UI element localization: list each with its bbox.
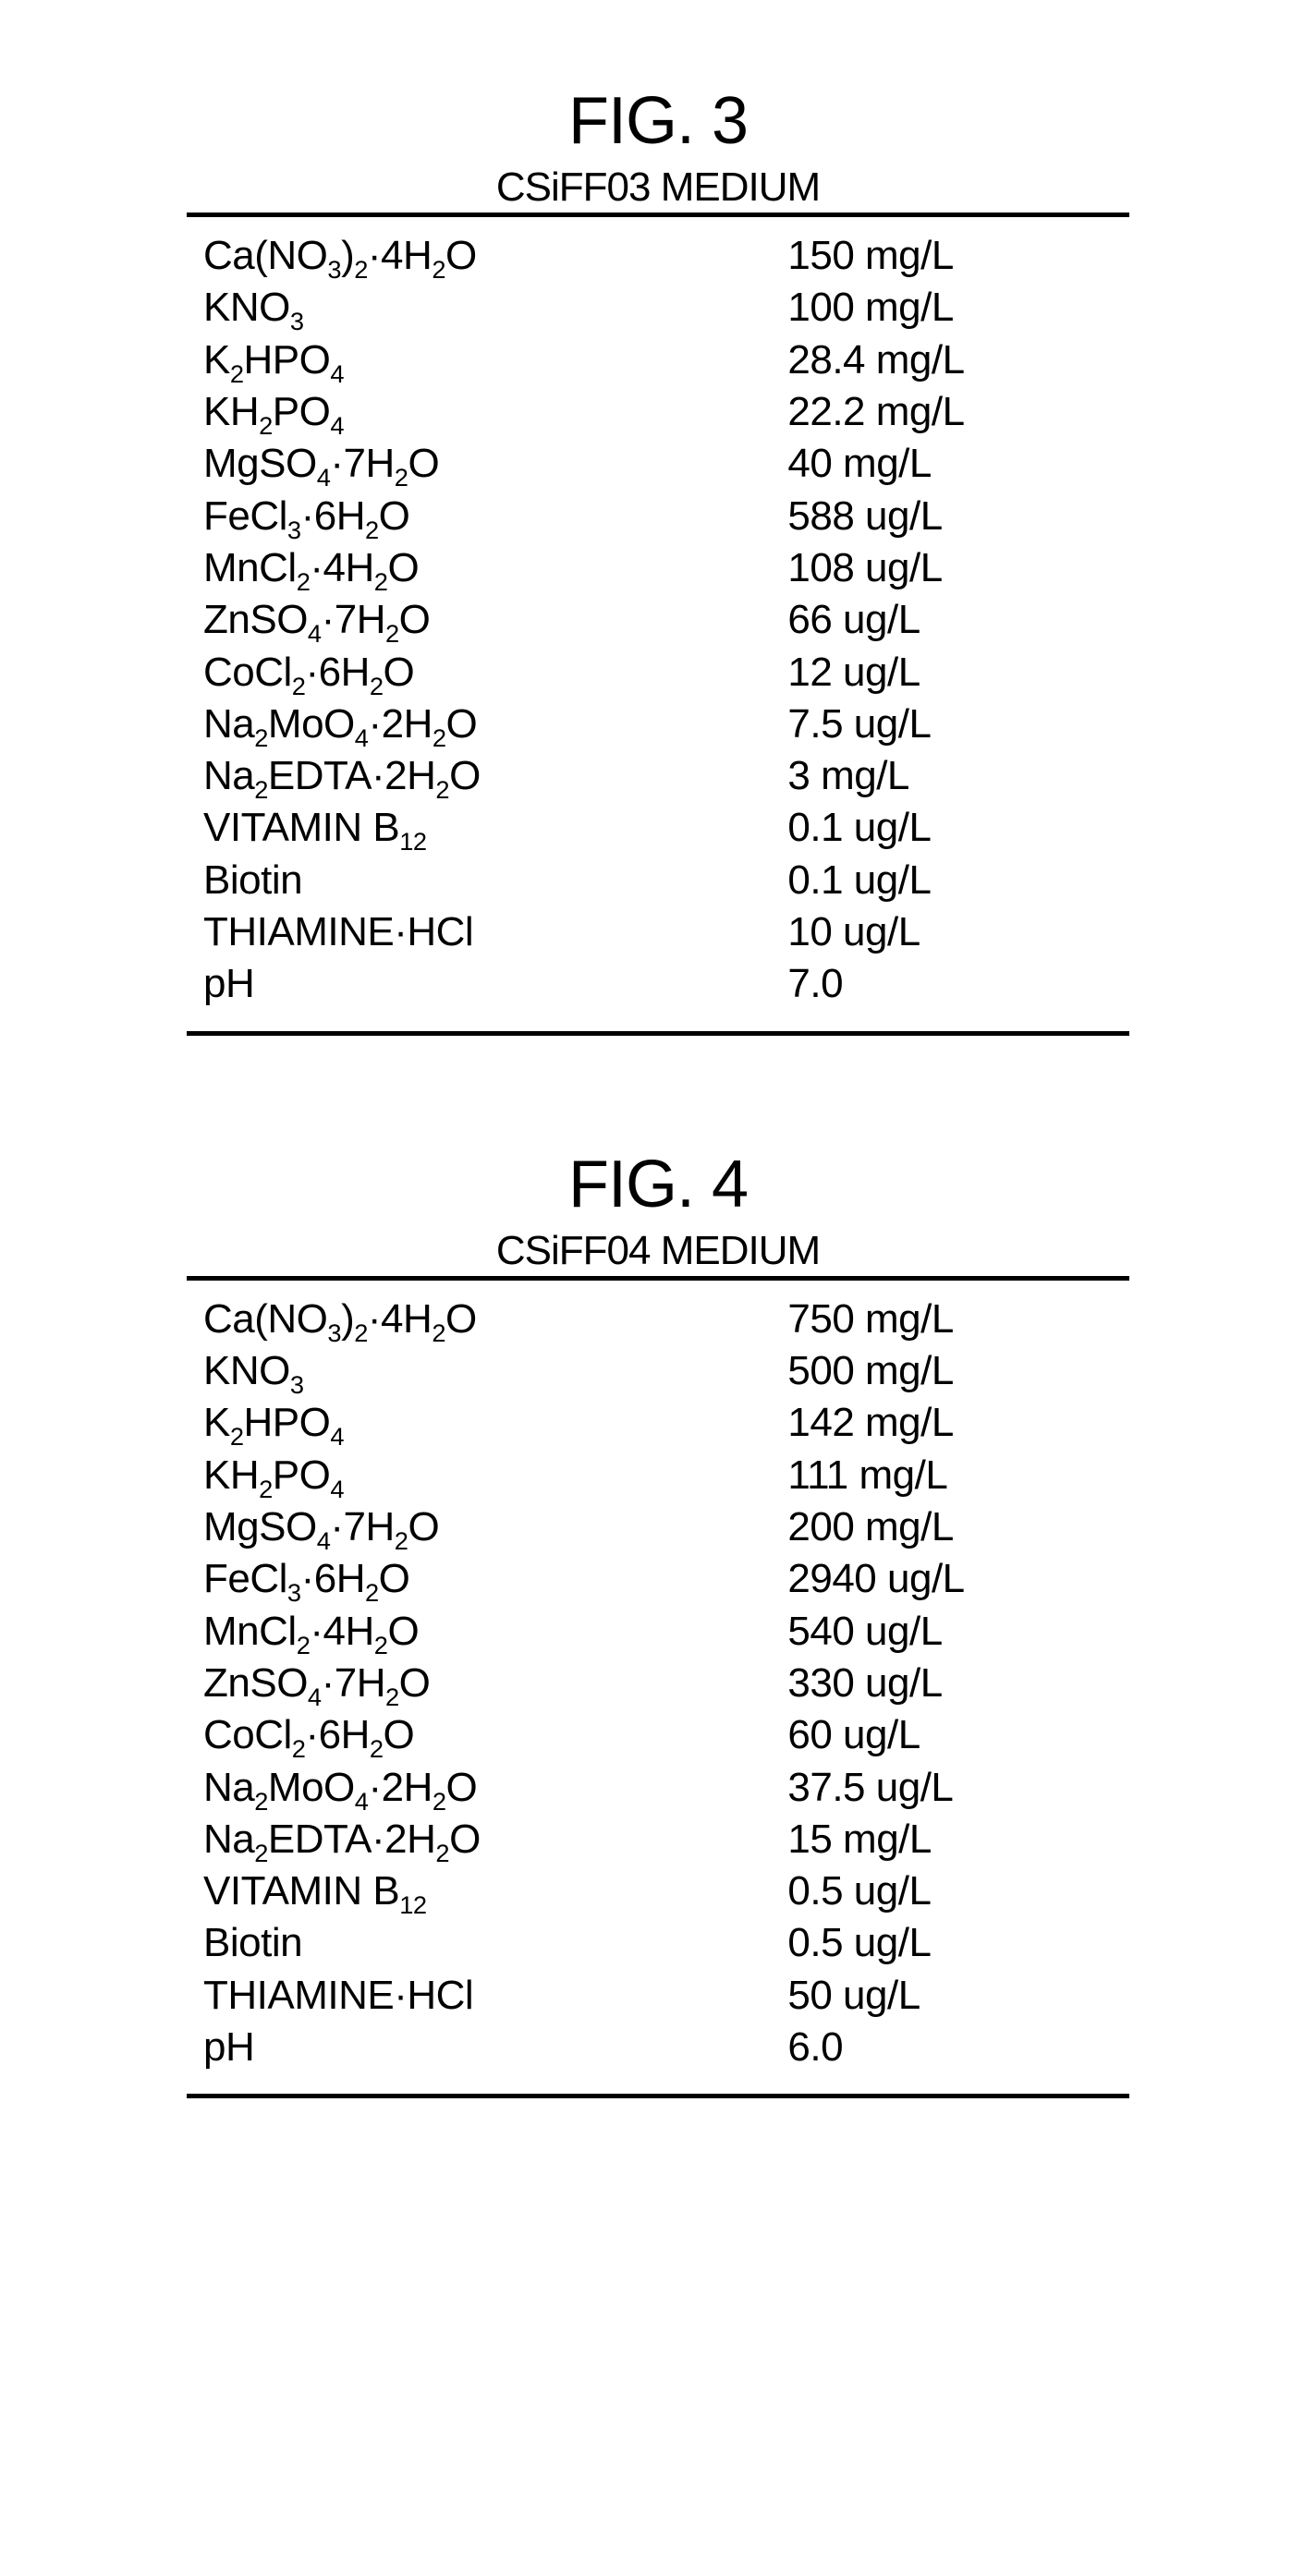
compound-value: 111 mg/L [787,1450,1146,1501]
table-row: Na2MoO4·2H2O7.5 ug/L [187,699,1129,750]
compound-name: ZnSO4·7H2O [187,594,787,646]
table-row: KNO3500 mg/L [187,1345,1129,1397]
compound-name: MgSO4·7H2O [187,438,787,490]
table-row: KNO3100 mg/L [187,282,1129,334]
table-row: VITAMIN B120.1 ug/L [187,802,1129,854]
figure-title: FIG. 4 [187,1147,1129,1222]
compound-name: FeCl3·6H2O [187,491,787,542]
figure-4: FIG. 4 CSiFF04 MEDIUM Ca(NO3)2·4H2O750 m… [187,1147,1129,2099]
compound-name: pH [187,2022,787,2073]
compound-name: Na2EDTA·2H2O [187,1814,787,1865]
compound-name: CoCl2·6H2O [187,1709,787,1761]
medium-table: Ca(NO3)2·4H2O750 mg/L KNO3500 mg/L K2HPO… [187,1276,1129,2099]
page: FIG. 3 CSiFF03 MEDIUM Ca(NO3)2·4H2O150 m… [0,0,1316,2320]
compound-name: MgSO4·7H2O [187,1501,787,1553]
compound-name: Na2EDTA·2H2O [187,750,787,802]
table-row: Na2EDTA·2H2O15 mg/L [187,1814,1129,1865]
compound-value: 40 mg/L [787,438,1146,490]
compound-value: 588 ug/L [787,491,1146,542]
compound-name: Ca(NO3)2·4H2O [187,230,787,282]
table-row: MgSO4·7H2O200 mg/L [187,1501,1129,1553]
compound-value: 142 mg/L [787,1397,1146,1449]
compound-name: Na2MoO4·2H2O [187,1762,787,1814]
figure-subtitle: CSiFF03 MEDIUM [187,164,1129,211]
compound-name: MnCl2·4H2O [187,1606,787,1658]
table-row: MnCl2·4H2O540 ug/L [187,1606,1129,1658]
compound-value: 6.0 [787,2022,1146,2073]
compound-value: 100 mg/L [787,282,1146,334]
compound-value: 330 ug/L [787,1658,1146,1709]
table-row: Na2EDTA·2H2O3 mg/L [187,750,1129,802]
compound-value: 22.2 mg/L [787,386,1146,438]
figure-subtitle: CSiFF04 MEDIUM [187,1228,1129,1274]
compound-value: 500 mg/L [787,1345,1146,1397]
table-row: CoCl2·6H2O60 ug/L [187,1709,1129,1761]
compound-name: ZnSO4·7H2O [187,1658,787,1709]
compound-name: MnCl2·4H2O [187,542,787,594]
compound-name: Na2MoO4·2H2O [187,699,787,750]
table-row: ZnSO4·7H2O66 ug/L [187,594,1129,646]
compound-name: Ca(NO3)2·4H2O [187,1294,787,1345]
compound-value: 2940 ug/L [787,1553,1146,1605]
compound-value: 150 mg/L [787,230,1146,282]
compound-value: 60 ug/L [787,1709,1146,1761]
table-row: pH7.0 [187,958,1129,1010]
compound-value: 12 ug/L [787,647,1146,699]
table-row: Ca(NO3)2·4H2O150 mg/L [187,230,1129,282]
table-row: MgSO4·7H2O40 mg/L [187,438,1129,490]
table-row: pH6.0 [187,2022,1129,2073]
compound-value: 0.5 ug/L [787,1865,1146,1917]
table-row: K2HPO4142 mg/L [187,1397,1129,1449]
compound-value: 50 ug/L [787,1970,1146,2022]
table-row: CoCl2·6H2O12 ug/L [187,647,1129,699]
table-row: Ca(NO3)2·4H2O750 mg/L [187,1294,1129,1345]
compound-value: 15 mg/L [787,1814,1146,1865]
compound-name: FeCl3·6H2O [187,1553,787,1605]
compound-value: 7.0 [787,958,1146,1010]
table-row: THIAMINE·HCl50 ug/L [187,1970,1129,2022]
compound-value: 0.1 ug/L [787,802,1146,854]
compound-name: Biotin [187,855,787,906]
compound-name: Biotin [187,1917,787,1969]
compound-name: VITAMIN B12 [187,1865,787,1917]
table-row: K2HPO428.4 mg/L [187,334,1129,386]
compound-value: 200 mg/L [787,1501,1146,1553]
compound-value: 0.5 ug/L [787,1917,1146,1969]
compound-name: K2HPO4 [187,1397,787,1449]
compound-value: 540 ug/L [787,1606,1146,1658]
compound-name: K2HPO4 [187,334,787,386]
compound-name: pH [187,958,787,1010]
compound-value: 66 ug/L [787,594,1146,646]
figure-3: FIG. 3 CSiFF03 MEDIUM Ca(NO3)2·4H2O150 m… [187,83,1129,1036]
compound-value: 37.5 ug/L [787,1762,1146,1814]
table-row: Biotin0.5 ug/L [187,1917,1129,1969]
medium-table: Ca(NO3)2·4H2O150 mg/L KNO3100 mg/L K2HPO… [187,213,1129,1036]
compound-name: VITAMIN B12 [187,802,787,854]
table-row: KH2PO422.2 mg/L [187,386,1129,438]
table-row: VITAMIN B120.5 ug/L [187,1865,1129,1917]
figure-title: FIG. 3 [187,83,1129,159]
compound-value: 28.4 mg/L [787,334,1146,386]
table-row: KH2PO4111 mg/L [187,1450,1129,1501]
compound-name: KNO3 [187,282,787,334]
compound-name: KNO3 [187,1345,787,1397]
compound-name: KH2PO4 [187,386,787,438]
table-row: MnCl2·4H2O108 ug/L [187,542,1129,594]
table-row: Na2MoO4·2H2O37.5 ug/L [187,1762,1129,1814]
compound-value: 3 mg/L [787,750,1146,802]
compound-value: 10 ug/L [787,906,1146,958]
compound-name: KH2PO4 [187,1450,787,1501]
compound-name: THIAMINE·HCl [187,1970,787,2022]
table-row: FeCl3·6H2O2940 ug/L [187,1553,1129,1605]
compound-value: 0.1 ug/L [787,855,1146,906]
compound-value: 108 ug/L [787,542,1146,594]
table-row: ZnSO4·7H2O330 ug/L [187,1658,1129,1709]
table-row: THIAMINE·HCl10 ug/L [187,906,1129,958]
compound-value: 750 mg/L [787,1294,1146,1345]
table-row: FeCl3·6H2O588 ug/L [187,491,1129,542]
table-row: Biotin0.1 ug/L [187,855,1129,906]
compound-name: CoCl2·6H2O [187,647,787,699]
compound-value: 7.5 ug/L [787,699,1146,750]
compound-name: THIAMINE·HCl [187,906,787,958]
